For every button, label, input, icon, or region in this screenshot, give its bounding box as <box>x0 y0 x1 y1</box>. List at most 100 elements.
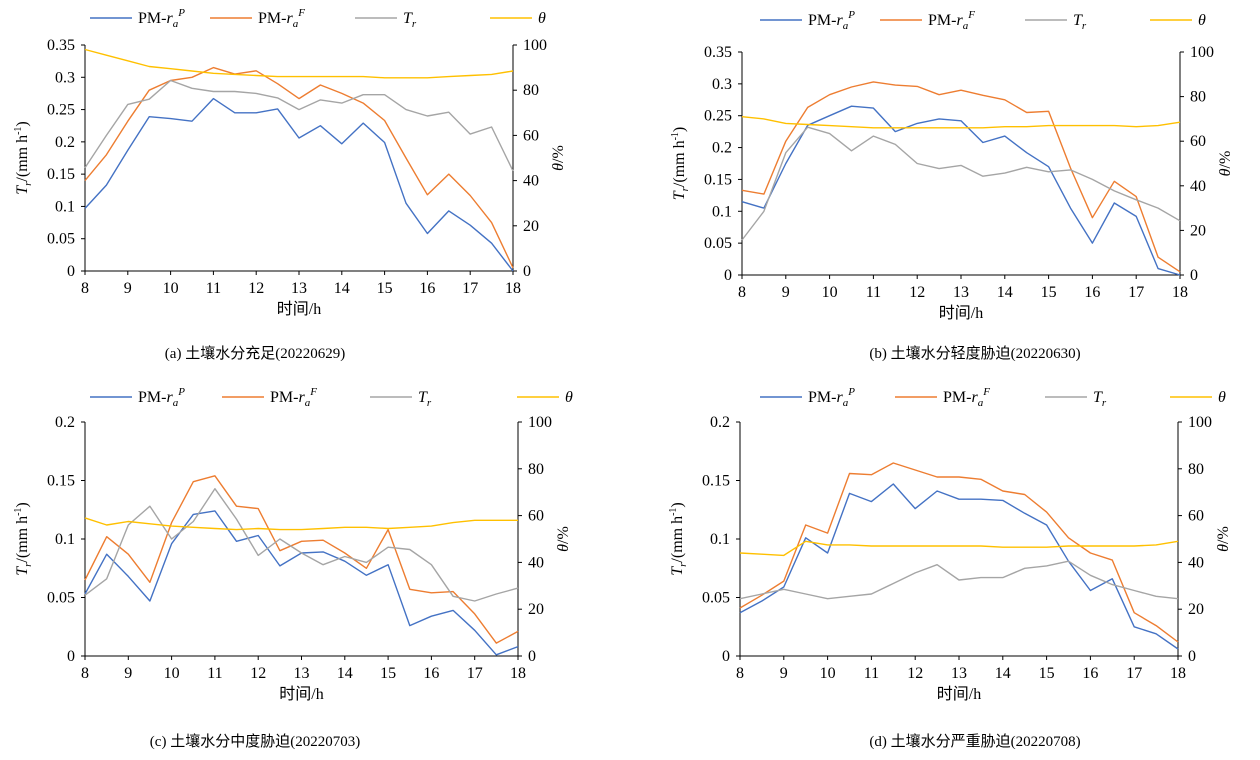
y-tick-label: 0.3 <box>55 69 75 86</box>
series-line-theta <box>739 540 1179 557</box>
x-tick-label: 9 <box>124 280 132 297</box>
legend-label: Tr <box>1073 12 1087 32</box>
x-tick-label: 9 <box>780 665 788 682</box>
series-line-pm_f <box>739 462 1179 643</box>
x-tick-label: 9 <box>124 665 132 682</box>
y2-tick-label: 100 <box>1190 44 1214 61</box>
series-line-pm_p <box>84 97 514 272</box>
legend-item-tr: Tr <box>1045 389 1107 409</box>
y-tick-label: 0.2 <box>55 414 75 431</box>
x-tick-label: 12 <box>250 665 266 682</box>
y-tick-label: 0.2 <box>55 134 75 151</box>
y-tick-label: 0.25 <box>704 108 732 125</box>
y-axis-title: Tr/(mm h-1) <box>668 502 689 576</box>
x-tick-label: 17 <box>1126 665 1142 682</box>
y-tick-label: 0.1 <box>712 203 732 220</box>
x-tick-label: 17 <box>467 665 483 682</box>
y2-tick-label: 60 <box>528 508 544 525</box>
y-tick-label: 0.2 <box>712 140 732 157</box>
panel-caption: (c) 土壤水分中度胁迫(20220703) <box>150 732 360 750</box>
series-line-pm_p <box>739 483 1179 650</box>
x-tick-label: 16 <box>1082 665 1098 682</box>
legend-label: PM-raP <box>808 386 855 409</box>
legend-item-pm_f: PM-raF <box>895 386 990 409</box>
legend-item-tr: Tr <box>370 389 432 409</box>
legend-item-pm_p: PM-raP <box>760 386 855 409</box>
legend-item-pm_p: PM-raP <box>760 9 855 32</box>
legend-label: θ <box>565 389 573 406</box>
legend-item-tr: Tr <box>1025 12 1087 32</box>
legend-label: PM-raF <box>258 7 305 30</box>
y-tick-label: 0.05 <box>702 590 730 607</box>
series-line-theta <box>84 48 514 79</box>
y2-axis-title: θ/% <box>555 526 572 552</box>
legend-item-tr: Tr <box>355 10 417 30</box>
x-tick-label: 12 <box>909 284 925 301</box>
y-tick-label: 0.25 <box>47 102 75 119</box>
series-line-pm_f <box>741 81 1181 273</box>
y-tick-label: 0 <box>722 648 730 665</box>
series-line-tr <box>739 560 1179 600</box>
x-tick-label: 8 <box>81 665 89 682</box>
series-line-tr <box>741 126 1181 241</box>
y2-tick-label: 100 <box>1188 414 1212 431</box>
legend-label: PM-raF <box>270 386 317 409</box>
x-tick-label: 10 <box>820 665 836 682</box>
x-tick-label: 15 <box>1039 665 1055 682</box>
y-tick-label: 0.05 <box>704 235 732 252</box>
y2-axis-title: θ/% <box>1215 526 1232 552</box>
y-tick-label: 0.1 <box>710 531 730 548</box>
x-tick-label: 14 <box>995 665 1011 682</box>
x-tick-label: 8 <box>738 284 746 301</box>
y2-tick-label: 100 <box>523 37 547 54</box>
x-tick-label: 11 <box>864 665 879 682</box>
series-line-pm_f <box>84 66 514 269</box>
y-tick-label: 0.15 <box>47 166 75 183</box>
legend-label: θ <box>538 10 546 27</box>
y-tick-label: 0.1 <box>55 198 75 215</box>
x-tick-label: 14 <box>337 665 353 682</box>
legend-item-pm_f: PM-raF <box>880 9 975 32</box>
y2-tick-label: 80 <box>528 461 544 478</box>
x-tick-label: 17 <box>462 280 478 297</box>
y2-tick-label: 60 <box>1190 133 1206 150</box>
x-axis-title: 时间/h <box>937 685 981 703</box>
y-tick-label: 0.05 <box>47 231 75 248</box>
x-axis-title: 时间/h <box>939 304 983 322</box>
y2-axis-title: θ/% <box>1217 151 1234 177</box>
y-axis-title: Tr/(mm h-1) <box>13 121 34 195</box>
x-tick-label: 13 <box>953 284 969 301</box>
legend-label: PM-raP <box>138 386 185 409</box>
legend-label: Tr <box>418 389 432 409</box>
series-line-tr <box>84 79 514 172</box>
y2-tick-label: 0 <box>523 263 531 280</box>
legend-label: Tr <box>1093 389 1107 409</box>
y2-tick-label: 0 <box>1188 648 1196 665</box>
chart-panel-3: 0 0.05 0.1 0.15 0.2 0 20 40 60 80 100 8 9 10 11 12 13 14 1… <box>13 386 573 750</box>
x-tick-label: 18 <box>510 665 526 682</box>
y-tick-label: 0.05 <box>47 590 75 607</box>
x-tick-label: 15 <box>1041 284 1057 301</box>
y2-tick-label: 40 <box>528 554 544 571</box>
y-axis-title: Tr/(mm h-1) <box>670 127 691 201</box>
y2-tick-label: 20 <box>1188 601 1204 618</box>
x-tick-label: 15 <box>380 665 396 682</box>
x-tick-label: 11 <box>207 665 222 682</box>
chart-panel-1: 0 0.05 0.1 0.15 0.2 0.25 0.3 0.35 0 20 40 60 80 100 8 9… <box>13 7 567 362</box>
series-line-theta <box>741 116 1181 129</box>
panel-caption: (a) 土壤水分充足(20220629) <box>165 344 345 362</box>
series-line-tr <box>84 488 519 602</box>
y2-tick-label: 80 <box>1188 461 1204 478</box>
x-tick-label: 16 <box>419 280 435 297</box>
series-line-pm_f <box>84 475 519 644</box>
x-tick-label: 16 <box>423 665 439 682</box>
x-tick-label: 15 <box>377 280 393 297</box>
y2-tick-label: 100 <box>528 414 552 431</box>
x-tick-label: 10 <box>164 665 180 682</box>
legend-label: Tr <box>403 10 417 30</box>
x-tick-label: 14 <box>334 280 350 297</box>
y2-tick-label: 0 <box>528 648 536 665</box>
legend-item-pm_f: PM-raF <box>210 7 305 30</box>
x-tick-label: 11 <box>866 284 881 301</box>
